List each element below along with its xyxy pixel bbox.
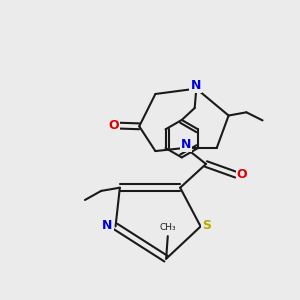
Text: S: S: [202, 219, 211, 232]
Text: O: O: [237, 168, 247, 181]
Text: N: N: [181, 138, 191, 151]
Text: CH₃: CH₃: [160, 223, 176, 232]
Text: O: O: [109, 118, 119, 131]
Text: N: N: [102, 219, 113, 232]
Text: N: N: [190, 79, 201, 92]
